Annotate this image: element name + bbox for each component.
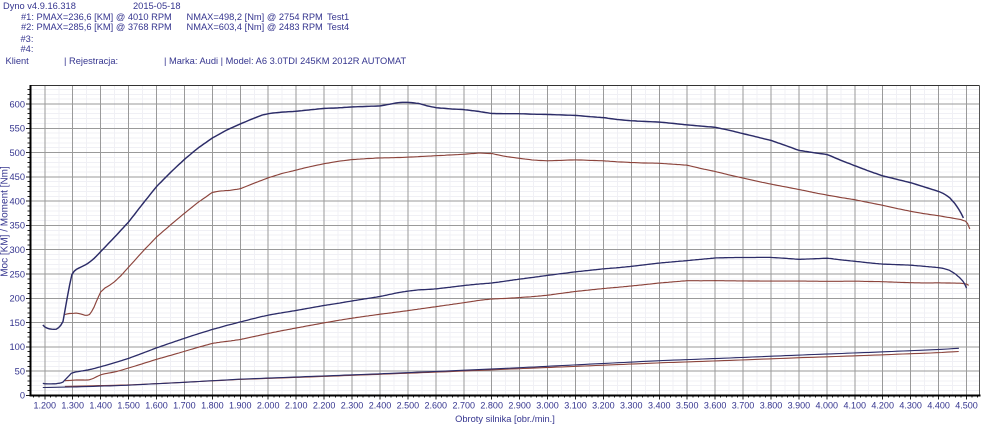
svg-text:Moc [KM] / Moment [Nm]: Moc [KM] / Moment [Nm] [0, 166, 11, 277]
svg-text:3.100: 3.100 [564, 401, 587, 411]
svg-text:4.500: 4.500 [955, 401, 978, 411]
svg-text:400: 400 [9, 196, 25, 206]
svg-text:300: 300 [9, 245, 25, 255]
svg-text:4.300: 4.300 [899, 401, 922, 411]
svg-text:350: 350 [9, 221, 25, 231]
svg-text:2.000: 2.000 [257, 401, 280, 411]
svg-text:2.800: 2.800 [480, 401, 503, 411]
svg-text:3.800: 3.800 [760, 401, 783, 411]
svg-text:600: 600 [9, 99, 25, 109]
svg-text:3.700: 3.700 [732, 401, 755, 411]
svg-text:4.100: 4.100 [844, 401, 867, 411]
svg-text:3.500: 3.500 [676, 401, 699, 411]
svg-text:1.800: 1.800 [201, 401, 224, 411]
svg-text:1.500: 1.500 [117, 401, 140, 411]
svg-text:2.100: 2.100 [285, 401, 308, 411]
svg-text:1.600: 1.600 [145, 401, 168, 411]
svg-text:3.400: 3.400 [648, 401, 671, 411]
svg-text:2.600: 2.600 [425, 401, 448, 411]
svg-text:150: 150 [9, 318, 25, 328]
svg-text:3.900: 3.900 [788, 401, 811, 411]
svg-text:50: 50 [15, 366, 25, 376]
svg-text:2.500: 2.500 [397, 401, 420, 411]
svg-text:4.400: 4.400 [927, 401, 950, 411]
svg-text:3.000: 3.000 [536, 401, 559, 411]
svg-text:450: 450 [9, 172, 25, 182]
svg-text:550: 550 [9, 124, 25, 134]
svg-text:3.200: 3.200 [592, 401, 615, 411]
svg-text:1.300: 1.300 [61, 401, 84, 411]
svg-text:1.400: 1.400 [89, 401, 112, 411]
svg-text:2.700: 2.700 [453, 401, 476, 411]
svg-text:3.600: 3.600 [704, 401, 727, 411]
svg-text:4.200: 4.200 [871, 401, 894, 411]
svg-text:250: 250 [9, 269, 25, 279]
svg-text:200: 200 [9, 294, 25, 304]
svg-text:4.000: 4.000 [816, 401, 839, 411]
svg-text:3.300: 3.300 [620, 401, 643, 411]
svg-text:2.900: 2.900 [508, 401, 531, 411]
svg-text:1.700: 1.700 [173, 401, 196, 411]
svg-text:500: 500 [9, 148, 25, 158]
svg-text:1.900: 1.900 [229, 401, 252, 411]
svg-text:1.200: 1.200 [34, 401, 57, 411]
svg-text:0: 0 [20, 391, 25, 401]
svg-text:2.400: 2.400 [369, 401, 392, 411]
svg-text:Obroty silnika [obr./min.]: Obroty silnika [obr./min.] [455, 414, 555, 424]
svg-text:100: 100 [9, 342, 25, 352]
svg-text:2.200: 2.200 [313, 401, 336, 411]
svg-text:2.300: 2.300 [341, 401, 364, 411]
